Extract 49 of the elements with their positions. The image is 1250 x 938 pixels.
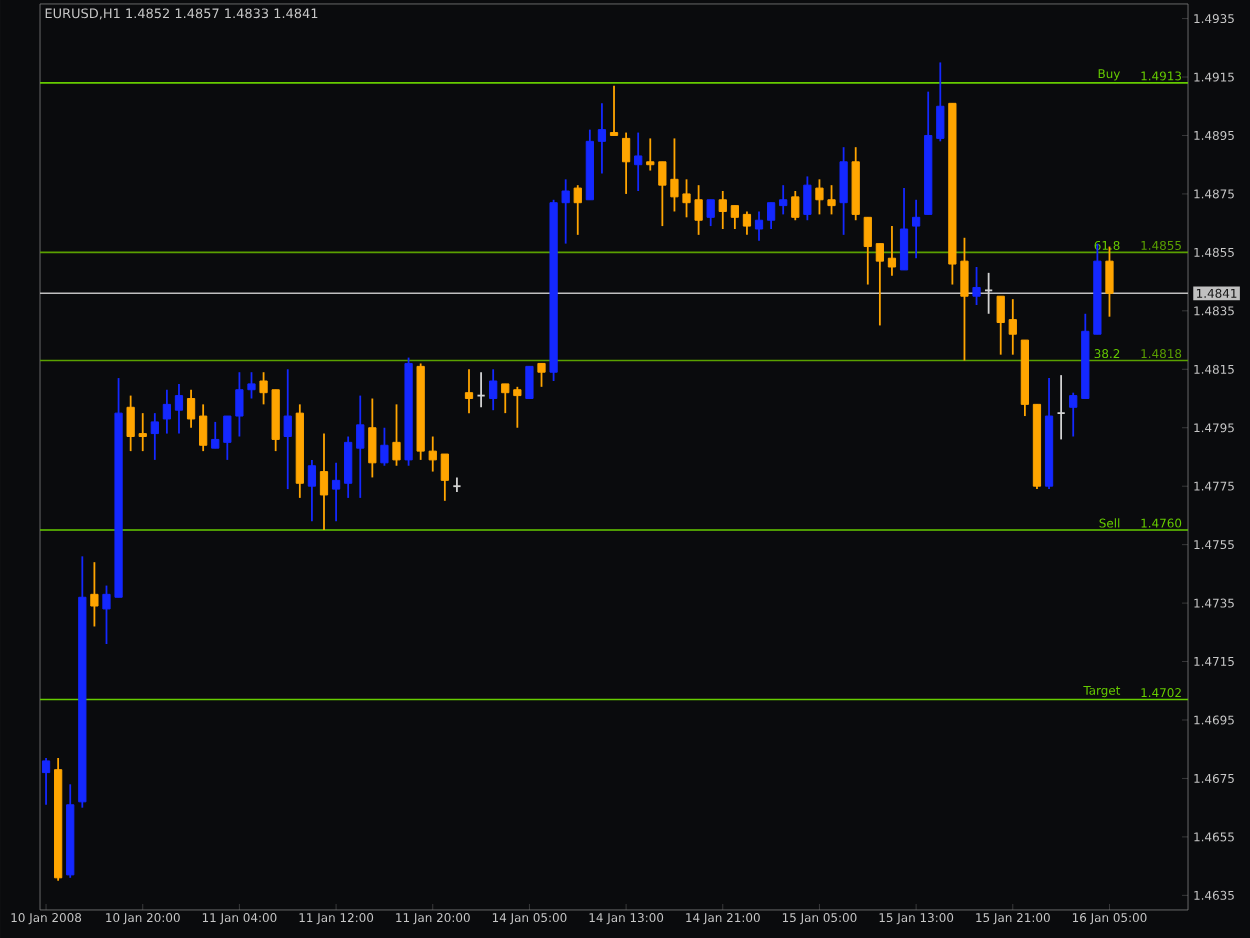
candlestick [996,295,1005,356]
candlestick [609,84,619,137]
candlestick [912,198,921,260]
candlestick [440,453,449,502]
candlestick [887,225,897,277]
candlestick [331,461,341,523]
candlestick [162,388,172,435]
candlestick [803,175,812,222]
candlestick [307,458,317,523]
candlestick [754,210,764,242]
candlestick [174,383,184,435]
candlestick [525,365,534,400]
candlestick [380,426,389,467]
candlestick [936,61,945,143]
candlestick [489,368,498,412]
candlestick [718,190,727,230]
candlestick [90,561,99,628]
candlestick [392,403,401,467]
candlestick [283,368,292,491]
candlestick [368,397,377,479]
candlestick [452,476,462,493]
candlestick [791,190,800,222]
candlestick [1008,298,1017,356]
candlestick [634,131,643,192]
candlestick [779,184,788,216]
candlestick [319,432,329,531]
candlestick [150,412,159,461]
candlestick [356,394,365,499]
candlestick [730,204,739,230]
candlestick [863,216,872,286]
candlestick [706,198,715,227]
candlestick [41,757,51,806]
candlestick [621,131,631,195]
candlestick [1069,391,1078,438]
candlestick [344,435,353,499]
candlestick [972,266,981,306]
candlestick [573,184,582,236]
candlestick [899,187,909,271]
candlestick [537,362,546,388]
candlestick [742,210,752,236]
candlestick [839,146,848,236]
candlestick [1056,374,1066,441]
candlestick [766,201,776,230]
candlestick [464,368,474,415]
candlestick [597,102,607,175]
candlestick [186,388,196,429]
candlestick [875,242,884,327]
candlestick [199,403,208,453]
candlestick [984,271,994,315]
